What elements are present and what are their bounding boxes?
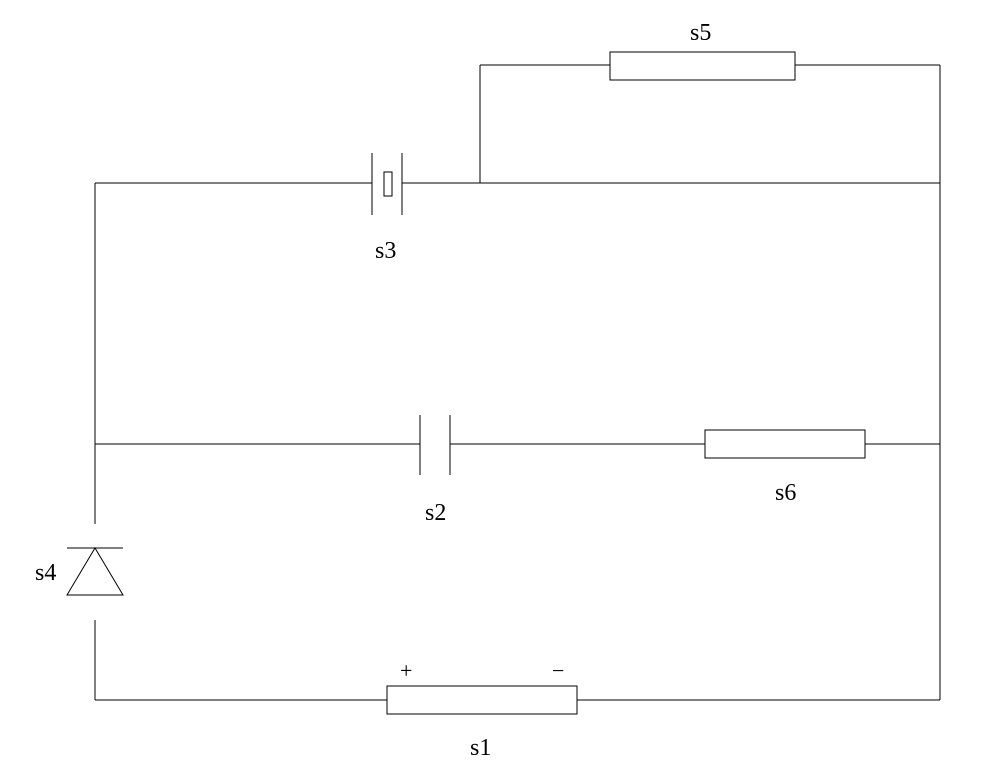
component-s3: s3 [372,153,402,264]
circuit-diagram: s1 + − s2 s3 s4 s5 s6 [0,0,1000,784]
s4-label: s4 [35,560,56,586]
component-s2: s2 [420,415,450,526]
s6-label: s6 [775,480,796,506]
s2-label: s2 [425,500,446,526]
s5-label: s5 [690,20,711,46]
component-s4: s4 [35,548,123,595]
s1-plus: + [400,658,412,683]
s1-minus: − [552,658,564,683]
s3-label: s3 [375,238,396,264]
s6-block [705,430,865,458]
s1-block [387,686,577,714]
s1-label: s1 [470,735,491,761]
wires [95,65,940,700]
s4-diode-triangle [67,548,123,595]
component-s5: s5 [610,20,795,80]
component-s1: s1 + − [387,658,577,761]
s3-inner-block [384,172,392,196]
s5-block [610,52,795,80]
component-s6: s6 [705,430,865,506]
